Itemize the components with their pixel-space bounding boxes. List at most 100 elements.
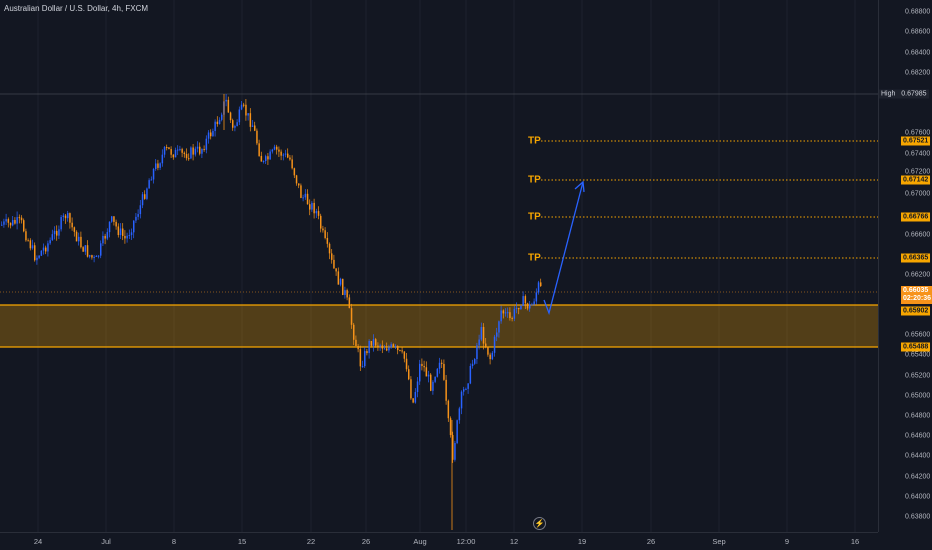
candle-body — [122, 228, 124, 236]
candle-body — [271, 149, 274, 152]
candle-body — [491, 352, 494, 360]
candle-body — [80, 236, 82, 248]
candle-body — [58, 229, 60, 236]
demand-zone[interactable] — [0, 305, 878, 347]
candle-body — [229, 112, 232, 121]
price-tick: 0.68200 — [905, 69, 931, 77]
candle-body — [427, 374, 430, 377]
candle-body — [342, 278, 344, 295]
candle-body — [284, 153, 287, 155]
candle-body — [469, 366, 472, 384]
candle-body — [328, 243, 331, 254]
tp-label-3[interactable]: TP — [528, 211, 541, 223]
candle-body — [399, 350, 401, 352]
candle-body — [322, 228, 324, 231]
zone-bottom-label: 0.65488 — [901, 342, 931, 352]
time-tick: 19 — [577, 537, 587, 546]
candle-body — [179, 149, 181, 151]
candle-body — [317, 211, 320, 216]
candle-body — [311, 202, 313, 210]
candle-body — [166, 147, 168, 149]
candle-body — [502, 310, 505, 314]
tp-label-2[interactable]: TP — [528, 174, 541, 186]
candle-body — [320, 215, 322, 229]
candle-body — [364, 351, 366, 367]
candle-body — [16, 217, 18, 224]
candle-body — [25, 231, 27, 241]
candle-body — [524, 296, 527, 304]
candle-body — [214, 121, 216, 131]
candle-body — [370, 340, 373, 346]
candle-body — [251, 125, 254, 127]
flash-icon[interactable]: ⚡ — [533, 517, 546, 530]
candle-body — [355, 339, 357, 346]
candle-body — [280, 151, 282, 156]
candle-body — [75, 231, 78, 242]
price-axis[interactable]: 0.68800 0.68600 0.68400 0.68200 0.67600 … — [878, 0, 932, 532]
candle-body — [126, 235, 128, 239]
candle-body — [38, 255, 40, 258]
price-tick: 0.64400 — [905, 452, 931, 460]
candle-body — [170, 149, 172, 155]
price-tick: 0.65200 — [905, 372, 931, 380]
time-tick: Sep — [712, 537, 726, 546]
candle-body — [460, 391, 463, 409]
candle-body — [282, 154, 285, 156]
candle-body — [36, 257, 38, 261]
tp-price-label-4: 0.66365 — [901, 253, 931, 263]
candle-body — [289, 157, 291, 160]
candle-body — [51, 234, 54, 241]
candle-body — [69, 213, 71, 223]
candle-body — [207, 132, 210, 139]
candle-body — [522, 296, 524, 306]
candle-body — [192, 147, 194, 155]
candle-body — [353, 324, 355, 340]
candle-body — [386, 348, 388, 351]
chart-area[interactable]: Australian Dollar / U.S. Dollar, 4h, FXC… — [0, 0, 878, 532]
candle-body — [485, 343, 487, 348]
price-tick: 0.66200 — [905, 271, 931, 279]
candle-body — [60, 216, 62, 230]
price-chart[interactable] — [0, 0, 878, 532]
time-tick: 9 — [784, 537, 790, 546]
tp-label-1[interactable]: TP — [528, 135, 541, 147]
high-value: 0.67985 — [901, 90, 927, 98]
symbol-title[interactable]: Australian Dollar / U.S. Dollar, 4h, FXC… — [4, 4, 149, 13]
candle-body — [82, 247, 84, 252]
candle-body — [42, 247, 45, 251]
candle-body — [29, 240, 32, 249]
candle-body — [513, 308, 516, 319]
candle-body — [300, 185, 302, 198]
candle-body — [236, 122, 238, 126]
candle-body — [359, 349, 362, 367]
candle-body — [201, 149, 203, 154]
candle-body — [535, 292, 538, 302]
candle-body — [47, 243, 49, 252]
candle-body — [139, 205, 142, 215]
candle-body — [438, 362, 441, 369]
candle-body — [467, 383, 469, 389]
time-axis[interactable]: 24 Jul 8 15 22 26 Aug 12:00 12 19 26 Sep… — [0, 532, 878, 550]
candle-body — [205, 138, 208, 150]
candle-body — [515, 308, 518, 310]
time-tick: 22 — [306, 537, 316, 546]
price-tick: 0.65400 — [905, 351, 931, 359]
projection-arrow[interactable] — [543, 181, 584, 316]
candle-body — [119, 228, 122, 236]
candle-body — [240, 104, 243, 110]
candle-body — [493, 336, 496, 353]
candle-body — [511, 318, 513, 320]
candle-body — [159, 163, 161, 168]
candle-body — [366, 351, 368, 354]
time-tick: 8 — [171, 537, 177, 546]
candle-body — [106, 232, 109, 239]
candle-body — [335, 268, 337, 272]
candle-body — [7, 219, 10, 223]
candle-body — [188, 158, 190, 160]
candle-body — [423, 366, 425, 368]
candle-body — [526, 303, 529, 309]
candle-body — [337, 271, 340, 285]
candle-body — [421, 363, 423, 367]
candle-body — [416, 381, 419, 393]
tp-label-4[interactable]: TP — [528, 252, 541, 264]
